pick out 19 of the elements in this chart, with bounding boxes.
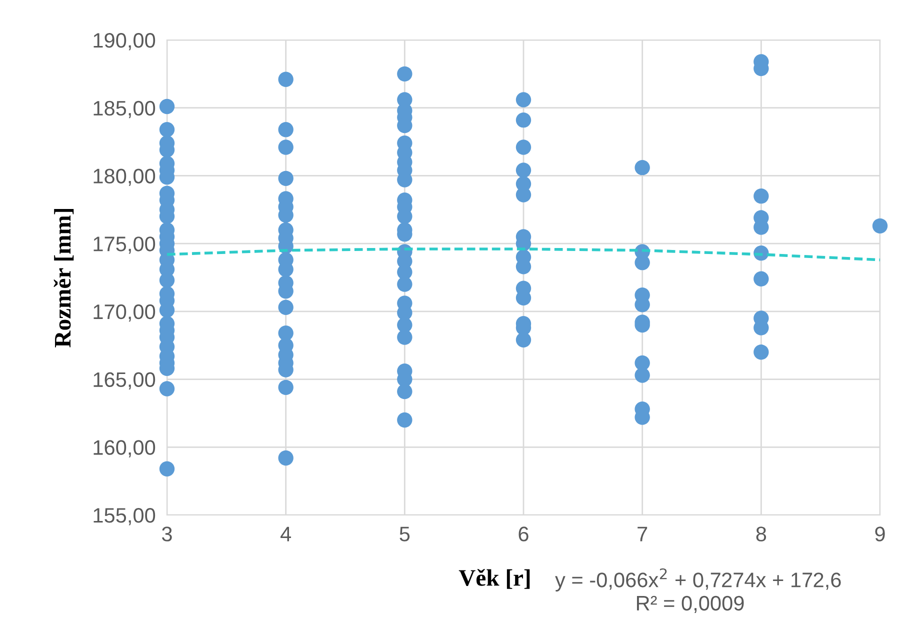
x-tick-label: 9 [875, 526, 885, 542]
text: y = -0,066x$^{2}$ + 0,7274x + 172,6 [555, 568, 841, 592]
y-tick-label: 185,00 [94, 100, 156, 118]
x-tick-label: 4 [280, 526, 292, 542]
y-tick-label: 155,00 [94, 508, 156, 526]
x-tick-label: 7 [638, 526, 648, 542]
y-tick-label: 170,00 [94, 304, 156, 322]
y-tick-label: 175,00 [94, 236, 156, 254]
x-tick-label: 3 [162, 526, 172, 542]
x-axis-title: Věk [r] [458, 569, 530, 589]
y-tick-label: 190,00 [94, 33, 156, 50]
text: R² = 0,0009 [636, 596, 744, 614]
x-tick-label: 5 [400, 526, 410, 542]
x-tick-label: 8 [756, 526, 766, 542]
y-tick-label: 160,00 [94, 440, 156, 458]
x-tick-label: 6 [518, 526, 528, 542]
y-axis-title: Rozměr [mm] [54, 208, 74, 348]
y-tick-label: 180,00 [94, 168, 156, 186]
y-tick-label: 165,00 [94, 372, 156, 390]
